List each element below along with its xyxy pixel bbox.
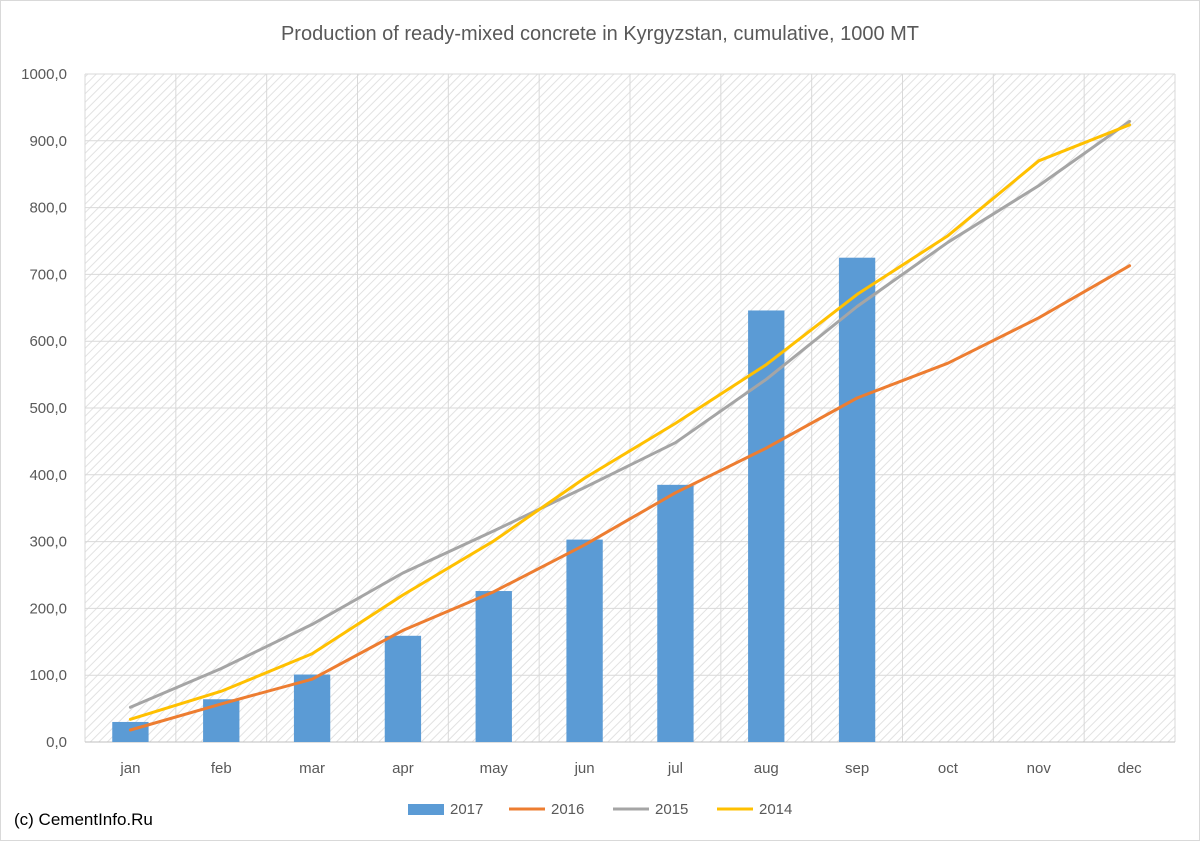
bar-series bbox=[112, 257, 876, 742]
legend-label-2015: 2015 bbox=[655, 801, 688, 818]
bar-2017-apr bbox=[384, 635, 422, 742]
line-series bbox=[128, 119, 1132, 732]
x-tick-label: jan bbox=[119, 760, 140, 777]
legend-swatch-2017 bbox=[408, 804, 444, 815]
line-series-2014 bbox=[128, 123, 1132, 721]
bar-2017-feb bbox=[203, 699, 240, 742]
legend: 2017 2016 2015 2014 bbox=[408, 801, 792, 818]
y-tick-label: 600,0 bbox=[29, 333, 67, 350]
x-tick-label: aug bbox=[754, 760, 779, 777]
x-tick-label: may bbox=[480, 760, 509, 777]
credit-text: (c) CementInfo.Ru bbox=[14, 810, 153, 829]
bar-2017-aug bbox=[748, 310, 785, 742]
legend-label-2017: 2017 bbox=[450, 801, 483, 818]
line-series-2016 bbox=[128, 264, 1132, 732]
legend-label-2016: 2016 bbox=[551, 801, 584, 818]
x-tick-label: oct bbox=[938, 760, 959, 777]
y-tick-label: 1000,0 bbox=[21, 66, 67, 83]
y-tick-label: 200,0 bbox=[29, 600, 67, 617]
bar-2017-may bbox=[475, 591, 512, 742]
y-tick-label: 100,0 bbox=[29, 667, 67, 684]
bar-2017-sep bbox=[838, 257, 876, 742]
y-tick-label: 500,0 bbox=[29, 400, 67, 417]
x-tick-label: sep bbox=[845, 760, 869, 777]
y-tick-label: 800,0 bbox=[29, 200, 67, 217]
x-tick-label: feb bbox=[211, 760, 232, 777]
bar-2017-jul bbox=[657, 484, 694, 742]
x-tick-label: apr bbox=[392, 760, 414, 777]
chart-title: Production of ready-mixed concrete in Ky… bbox=[281, 23, 919, 45]
gridlines bbox=[84, 73, 1176, 743]
legend-label-2014: 2014 bbox=[759, 801, 792, 818]
line-series-2015 bbox=[128, 119, 1132, 709]
y-tick-label: 900,0 bbox=[29, 133, 67, 150]
y-tick-label: 700,0 bbox=[29, 266, 67, 283]
bar-2017-jun bbox=[566, 539, 603, 742]
x-tick-label: jul bbox=[667, 760, 683, 777]
bar-2017-mar bbox=[293, 674, 331, 742]
y-tick-label: 0,0 bbox=[46, 734, 67, 751]
y-axis-ticks: 0,0 100,0 200,0 300,0 400,0 500,0 600,0 700,0 80… bbox=[21, 66, 67, 751]
x-tick-label: mar bbox=[299, 760, 325, 777]
x-tick-label: jun bbox=[574, 760, 595, 777]
x-tick-label: dec bbox=[1117, 760, 1142, 777]
y-tick-label: 300,0 bbox=[29, 534, 67, 551]
y-tick-label: 400,0 bbox=[29, 467, 67, 484]
x-axis-ticks: jan feb mar apr may jun jul aug sep oct nov dec bbox=[119, 760, 1142, 777]
x-tick-label: nov bbox=[1027, 760, 1052, 777]
